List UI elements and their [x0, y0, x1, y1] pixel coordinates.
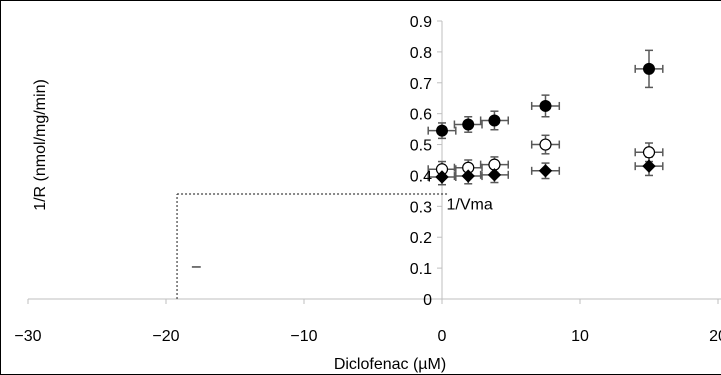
data-point-diamond: [487, 168, 502, 182]
y-tick-label: 0: [423, 292, 432, 309]
data-point-filled-circle: [539, 99, 552, 112]
data-point-diamond: [642, 159, 656, 173]
markers-layer: [435, 62, 656, 184]
data-point-diamond: [435, 170, 449, 184]
y-tick-label: 0.8: [410, 45, 432, 62]
y-tick-label: 0.1: [410, 261, 432, 278]
data-point-open-circle: [642, 146, 656, 159]
data-point-diamond: [461, 169, 475, 183]
annotation-label: 1/Vma: [446, 196, 492, 213]
x-tick-label: 10: [571, 328, 589, 345]
reference-lines-layer: [176, 193, 449, 299]
labels-layer: −30 −20 −10 0 10 20 0 0.1 0.2 0.3 0.4 0.5 0.6 0.7 0.8 0…: [14, 14, 721, 373]
x-tick-label: −30: [14, 328, 41, 345]
annotation-label: –: [192, 258, 201, 275]
y-axis-title: 1/R (nmol/mg/min): [32, 79, 49, 211]
data-point-filled-circle: [488, 114, 501, 127]
x-tick-label: 0: [438, 328, 447, 345]
y-tick-label: 0.3: [410, 199, 432, 216]
x-tick-label: −20: [152, 328, 179, 345]
y-tick-label: 0.7: [410, 76, 432, 93]
x-axis-title: Diclofenac (µM): [334, 356, 446, 373]
y-tick-label: 0.9: [410, 14, 432, 31]
data-point-filled-circle: [462, 118, 475, 131]
x-tick-label: −10: [290, 328, 317, 345]
x-tick-label: 20: [709, 328, 721, 345]
data-point-diamond: [538, 164, 553, 178]
y-tick-label: 0.2: [410, 230, 432, 247]
y-tick-label: 0.4: [410, 168, 432, 185]
data-point-filled-circle: [643, 62, 655, 75]
data-point-filled-circle: [436, 124, 448, 137]
data-point-open-circle: [539, 138, 552, 151]
y-tick-label: 0.5: [410, 138, 432, 155]
axes-layer: [27, 20, 721, 304]
y-tick-label: 0.6: [410, 107, 432, 124]
